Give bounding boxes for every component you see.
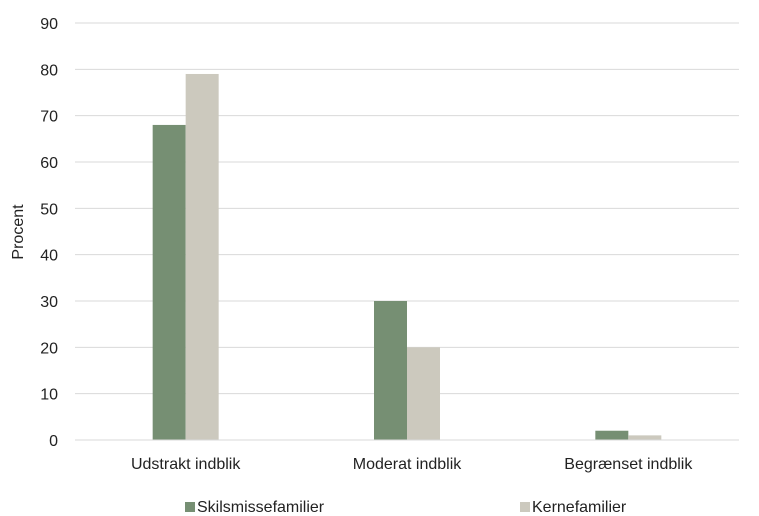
bar [407, 347, 440, 440]
y-tick-label: 10 [40, 387, 58, 404]
bar [374, 301, 407, 440]
legend-swatch [185, 502, 195, 512]
y-tick-label: 80 [40, 62, 58, 79]
bar [595, 430, 629, 440]
y-tick-label: 60 [40, 155, 58, 172]
y-tick-label: 30 [40, 294, 58, 311]
bar [152, 124, 186, 440]
y-tick-label: 70 [40, 109, 58, 126]
x-category-label: Begrænset indblik [564, 456, 693, 473]
bars [75, 73, 739, 441]
y-axis-title: Procent [10, 204, 27, 260]
legend-swatch [520, 502, 530, 512]
x-axis-categories: Udstrakt indblik Moderat indblik Begrænset… [131, 456, 693, 473]
y-tick-label: 90 [40, 16, 58, 33]
bar [628, 435, 662, 440]
y-tick-label: 50 [40, 201, 58, 218]
bar [185, 73, 219, 440]
y-tick-label: 20 [40, 340, 58, 357]
y-tick-label: 40 [40, 248, 58, 265]
legend-label: Kernefamilier [532, 499, 627, 516]
y-axis-ticks: 0 10 20 30 40 50 60 70 80 90 [40, 16, 58, 450]
x-category-label: Udstrakt indblik [131, 456, 241, 473]
legend: Skilsmissefamilier Kernefamilier [185, 499, 627, 516]
legend-label: Skilsmissefamilier [197, 499, 325, 516]
x-category-label: Moderat indblik [353, 456, 463, 473]
y-tick-label: 0 [49, 433, 58, 450]
